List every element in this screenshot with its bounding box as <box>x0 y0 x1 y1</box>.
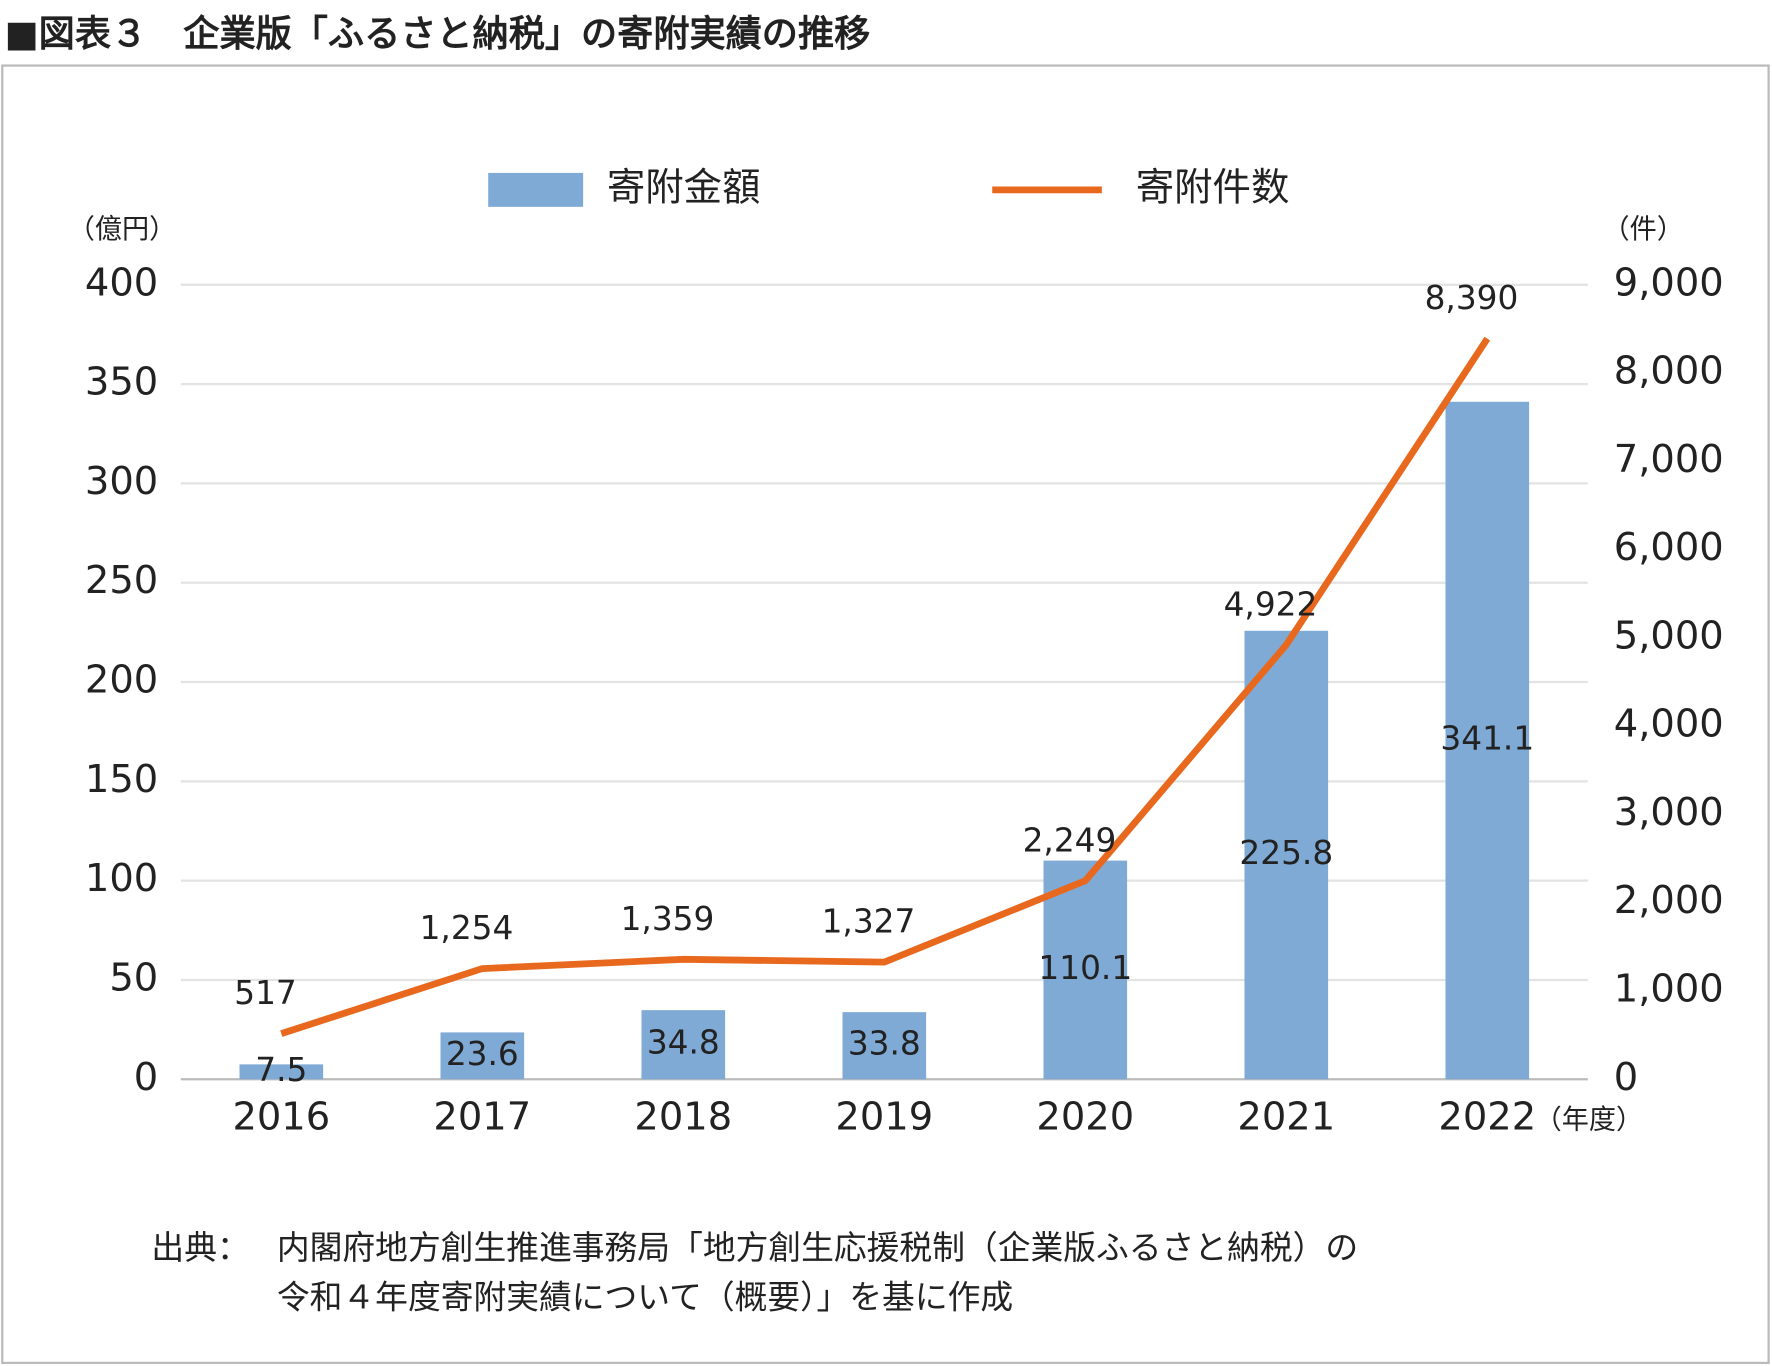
bar <box>239 1064 324 1080</box>
y2-tick-label: 3,000 <box>1614 790 1724 835</box>
y-tick-label: 300 <box>85 459 158 504</box>
bar <box>842 1012 927 1080</box>
y-tick-label: 0 <box>134 1055 158 1100</box>
legend-label: 寄附金額 <box>607 165 761 210</box>
x-tick-label: 2017 <box>433 1094 531 1139</box>
value-label: 1,359 <box>621 900 715 938</box>
y-tick-label: 350 <box>85 360 158 405</box>
legend-label: 寄附件数 <box>1136 165 1290 210</box>
bar <box>1043 860 1128 1080</box>
value-label: 34.8 <box>647 1024 720 1062</box>
x-tick-label: 2019 <box>835 1094 933 1139</box>
value-label: 33.8 <box>848 1025 921 1063</box>
y-tick-label: 100 <box>85 856 158 901</box>
y2-tick-label: 7,000 <box>1614 437 1724 482</box>
x-tick-label: 2021 <box>1237 1094 1335 1139</box>
value-label: 23.6 <box>446 1035 519 1073</box>
value-label: 1,254 <box>420 909 514 947</box>
legend-swatch <box>488 172 584 207</box>
y2-tick-label: 5,000 <box>1614 613 1724 658</box>
y-tick-label: 150 <box>85 757 158 802</box>
y2-tick-label: 0 <box>1614 1055 1638 1100</box>
x-unit: （年度） <box>1535 1105 1643 1136</box>
y-tick-label: 250 <box>85 558 158 603</box>
y-tick-label: 400 <box>85 260 158 305</box>
source: 令和４年度寄附実績について（概要）」を基に作成 <box>277 1279 1013 1317</box>
y2-tick-label: 1,000 <box>1614 966 1724 1011</box>
source: 内閣府地方創生推進事務局「地方創生応援税制（企業版ふるさと納税）の <box>277 1229 1358 1267</box>
x-tick-label: 2020 <box>1036 1094 1134 1139</box>
bar <box>440 1032 525 1080</box>
y2-tick-label: 2,000 <box>1614 878 1724 923</box>
line <box>280 336 1491 1037</box>
chart-title: ■図表３ 企業版「ふるさと納税」の寄附実績の推移 <box>5 12 871 55</box>
value-label: 517 <box>234 974 297 1012</box>
source-label: 出典： <box>151 1229 249 1267</box>
y-unit: （億円） <box>68 214 176 245</box>
y-tick-label: 200 <box>85 658 158 703</box>
y-tick-label: 50 <box>109 955 158 1000</box>
value-label: 2,249 <box>1023 821 1117 859</box>
value-label: 7.5 <box>255 1051 307 1089</box>
y2-tick-label: 4,000 <box>1614 702 1724 747</box>
value-label: 4,922 <box>1224 585 1318 623</box>
x-tick-label: 2016 <box>232 1094 330 1139</box>
x-tick-label: 2018 <box>634 1094 732 1139</box>
value-label: 341.1 <box>1440 720 1534 758</box>
y2-tick-label: 6,000 <box>1614 525 1724 570</box>
bar <box>1445 401 1530 1080</box>
frame <box>1 64 1770 1365</box>
value-label: 225.8 <box>1239 834 1333 872</box>
bar <box>1244 630 1329 1080</box>
y2-tick-label: 9,000 <box>1614 260 1724 305</box>
y2-unit: （件） <box>1602 214 1683 245</box>
y2-tick-label: 8,000 <box>1614 349 1724 394</box>
x-tick-label: 2022 <box>1438 1094 1536 1139</box>
value-label: 110.1 <box>1038 949 1132 987</box>
value-label: 1,327 <box>822 903 916 941</box>
value-label: 8,390 <box>1425 279 1519 317</box>
bar <box>641 1010 726 1080</box>
